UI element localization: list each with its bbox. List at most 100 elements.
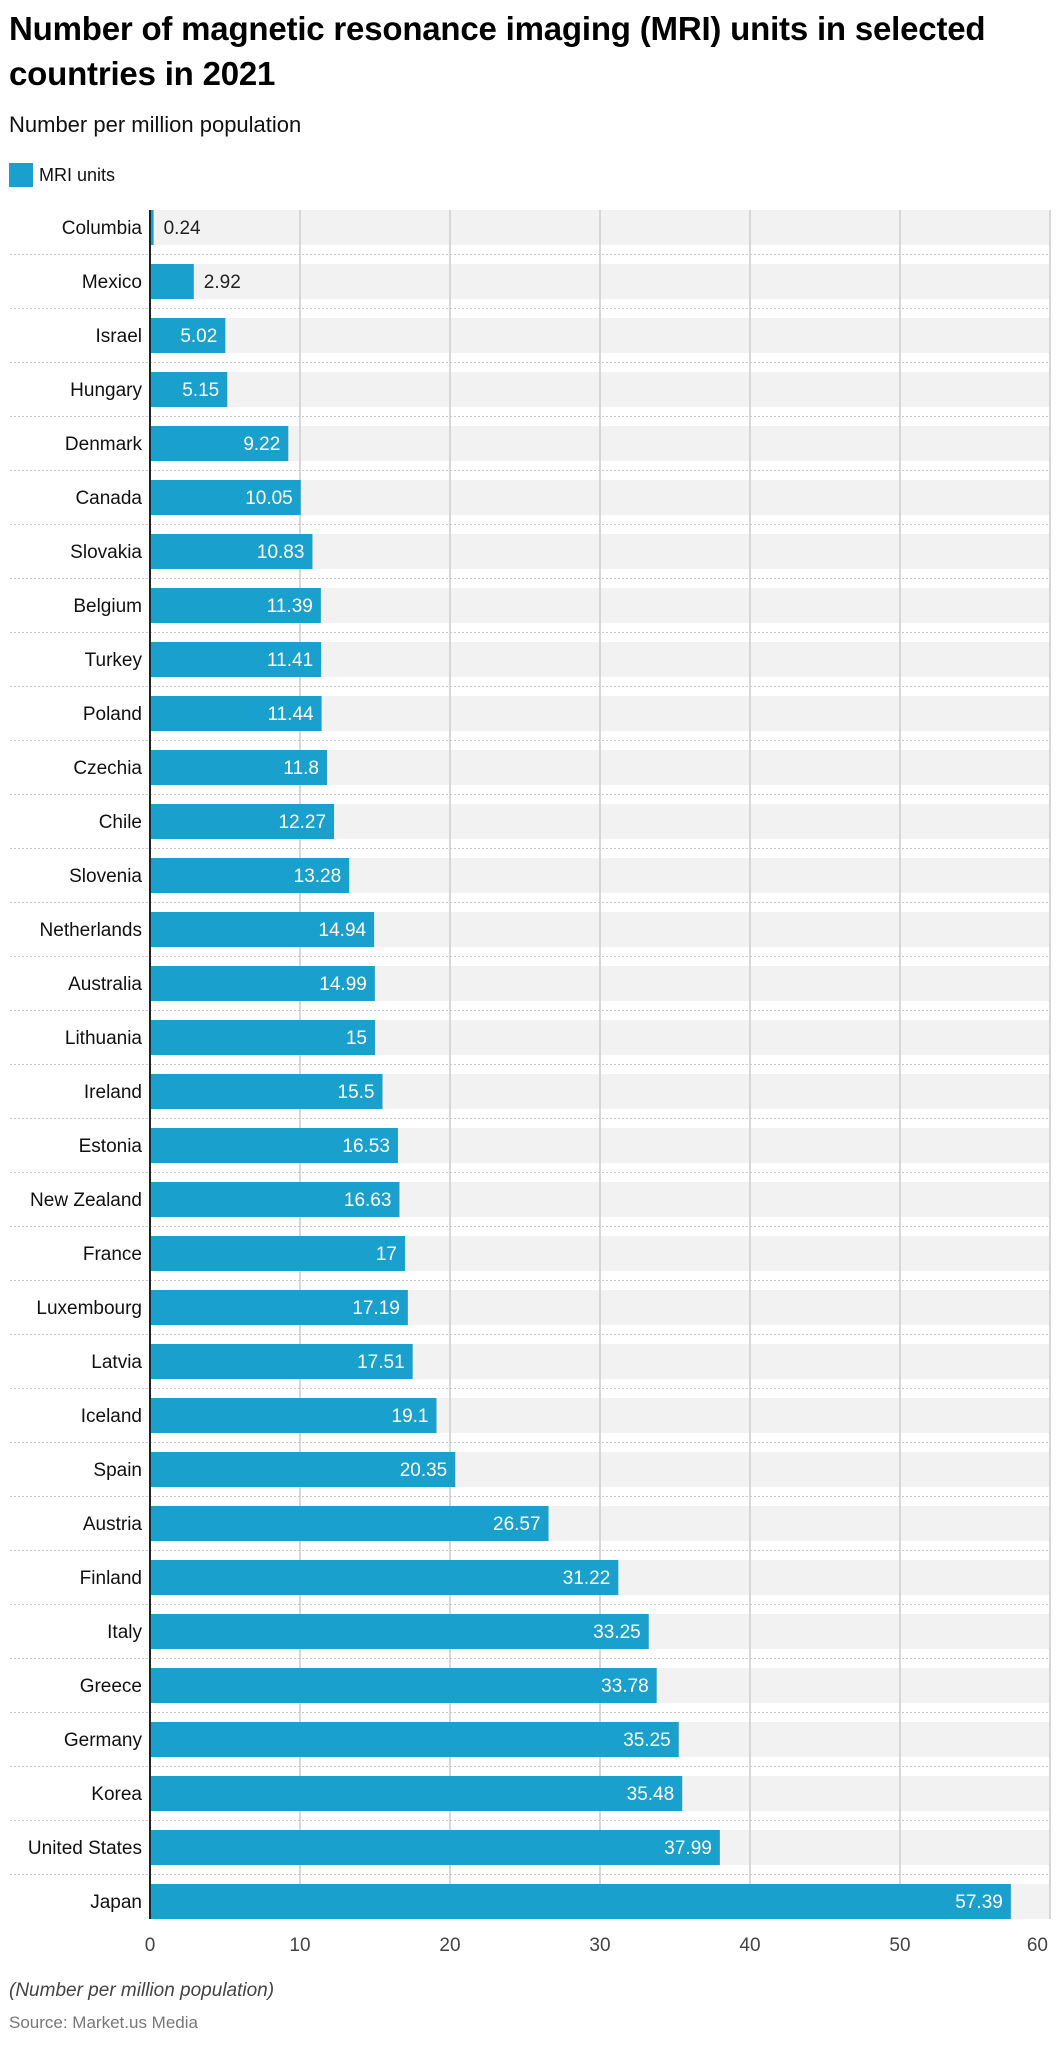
value-label: 9.22 [243,434,280,455]
bar-france [150,1236,405,1271]
bar-italy [150,1614,649,1649]
value-label: 57.39 [955,1892,1003,1913]
bars [150,210,1011,1919]
category-label: New Zealand [30,1190,142,1211]
value-label: 17.19 [352,1298,400,1319]
category-labels: Columbia Mexico Israel Hungary Denmark Canada… [28,218,143,1913]
category-label: Slovakia [70,542,142,563]
bar-chile [150,804,335,839]
value-label: 19.1 [392,1406,429,1427]
category-label: Hungary [70,380,142,401]
value-label: 14.99 [319,974,367,995]
bar-canada [150,480,301,515]
bar-new-zealand [150,1182,400,1217]
category-label: Canada [75,488,142,509]
value-label: 11.8 [283,758,319,779]
category-label: Iceland [81,1406,142,1427]
bar-czechia [150,750,327,785]
category-label: Austria [83,1514,143,1535]
x-axis-ticks: 0 10 20 30 40 50 60 [145,1935,1048,1956]
category-label: Israel [96,326,142,347]
bar-iceland [150,1398,437,1433]
category-label: Latvia [91,1352,142,1373]
category-label: Spain [93,1460,142,1481]
bar-slovakia [150,534,313,569]
bar-spain [150,1452,456,1487]
value-label: 37.99 [664,1838,712,1859]
value-label: 5.15 [182,380,219,401]
value-label: 11.41 [267,650,313,671]
category-label: Luxembourg [36,1298,142,1319]
value-label: 35.25 [623,1730,671,1751]
value-label: 11.39 [267,596,313,617]
x-tick-label: 20 [439,1935,460,1956]
legend: MRI units [9,163,115,187]
category-label: Poland [83,704,142,725]
bar-denmark [150,426,289,461]
source-credit: Source: Market.us Media [9,2013,198,2032]
chart-title: Number of magnetic resonance imaging (MR… [9,10,986,92]
bar-netherlands [150,912,375,947]
bar-chart: Columbia Mexico Israel Hungary Denmark Canada… [10,210,1051,1956]
category-label: United States [28,1838,142,1859]
category-label: Columbia [62,218,143,239]
value-label: 10.83 [257,542,305,563]
value-label: 2.92 [204,272,241,293]
category-label: Czechia [73,758,142,779]
category-label: France [83,1244,142,1265]
bar-lithuania [150,1020,375,1055]
value-label: 10.05 [245,488,293,509]
value-label: 16.53 [342,1136,390,1157]
value-label: 15 [346,1028,367,1049]
bar-columbia [150,210,154,245]
value-label: 33.78 [601,1676,649,1697]
bar-israel [150,318,226,353]
bar-luxembourg [150,1290,408,1325]
category-label: Lithuania [65,1028,143,1049]
bar-estonia [150,1128,398,1163]
bar-belgium [150,588,321,623]
category-label: Slovenia [69,866,142,887]
category-label: Ireland [84,1082,142,1103]
bar-poland [150,696,322,731]
x-tick-label: 0 [145,1935,156,1956]
category-label: Mexico [82,272,142,293]
bar-latvia [150,1344,413,1379]
legend-label: MRI units [39,164,116,185]
value-label: 26.57 [493,1514,541,1535]
category-label: Korea [91,1784,142,1805]
x-tick-label: 40 [739,1935,760,1956]
category-label: Turkey [85,650,143,671]
value-label: 0.24 [164,218,201,239]
bar-germany [150,1722,679,1757]
category-label: Chile [99,812,142,833]
value-label: 33.25 [593,1622,641,1643]
value-label: 17 [376,1244,397,1265]
legend-swatch [9,163,33,187]
value-label: 12.27 [279,812,327,833]
x-tick-label: 30 [589,1935,610,1956]
row-separators [10,254,1050,1875]
bar-turkey [150,642,322,677]
value-label: 14.94 [319,920,367,941]
x-tick-label: 50 [889,1935,910,1956]
value-labels: 0.24 2.92 5.02 5.15 9.22 10.05 10.83 11.39 11.41… [164,218,1003,1913]
bar-mexico [150,264,194,299]
value-label: 11.44 [267,704,314,725]
bar-slovenia [150,858,350,893]
category-label: Belgium [73,596,142,617]
category-label: Denmark [65,434,143,455]
bar-united-states [150,1830,720,1865]
footnote: (Number per million population) [9,1980,275,2001]
value-label: 35.48 [627,1784,675,1805]
bar-hungary [150,372,228,407]
value-label: 31.22 [563,1568,611,1589]
bar-finland [150,1560,619,1595]
category-label: Greece [80,1676,142,1697]
bar-australia [150,966,375,1001]
bar-korea [150,1776,683,1811]
category-label: Netherlands [40,920,142,941]
value-label: 15.5 [338,1082,375,1103]
value-label: 17.51 [357,1352,405,1373]
bar-greece [150,1668,657,1703]
